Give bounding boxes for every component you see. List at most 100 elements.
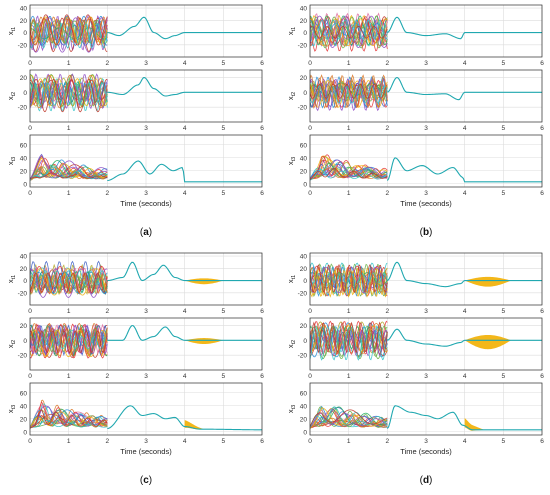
y-axis-label: xt1 — [6, 275, 17, 283]
converged-line — [386, 157, 542, 183]
series-line — [310, 74, 388, 109]
series-line — [310, 325, 388, 361]
series-group — [30, 153, 262, 183]
x-tick-label: 4 — [183, 190, 187, 197]
series-group — [30, 322, 262, 359]
x-tick-label: 1 — [347, 190, 351, 197]
x-tick-label: 2 — [106, 308, 110, 315]
x-tick-label: 4 — [463, 308, 467, 315]
series-line — [310, 417, 388, 429]
y-tick-label: 60 — [20, 142, 28, 149]
y-tick-label: 20 — [300, 18, 308, 25]
x-tick-label: 1 — [67, 60, 71, 67]
y-tick-label: 20 — [300, 323, 308, 330]
y-tick-label: 20 — [300, 266, 308, 273]
spread-band — [184, 338, 224, 344]
x-tick-label: 6 — [540, 190, 544, 197]
y-tick-label: 20 — [300, 168, 308, 175]
x-tick-label: 0 — [28, 190, 32, 197]
series-line — [310, 325, 388, 357]
axes-frame — [309, 382, 543, 436]
x-tick-label: 3 — [424, 438, 428, 445]
x-axis-label: Time (seconds) — [400, 447, 452, 456]
x-tick-label: 0 — [28, 60, 32, 67]
y-tick-label: 0 — [23, 429, 27, 436]
x-tick-label: 0 — [308, 373, 312, 380]
y-tick-label: 40 — [20, 403, 28, 410]
x-tick-label: 6 — [540, 438, 544, 445]
x-tick-label: 1 — [67, 438, 71, 445]
panel-caption: (c) — [140, 475, 152, 486]
x-tick-label: 0 — [28, 308, 32, 315]
x-tick-label: 3 — [424, 373, 428, 380]
x-tick-label: 6 — [260, 308, 264, 315]
subplot-t2: -20 0 20 0 1 2 3 4 5 6 xt2 — [6, 317, 264, 380]
series-line — [30, 270, 108, 286]
axes-frame — [29, 69, 263, 123]
y-tick-label: 40 — [300, 403, 308, 410]
x-tick-label: 2 — [106, 125, 110, 132]
series-line — [310, 18, 388, 43]
series-line — [310, 19, 388, 40]
x-tick-label: 2 — [386, 125, 390, 132]
y-axis-label: xt1 — [286, 275, 297, 283]
x-tick-label: 2 — [106, 373, 110, 380]
x-tick-label: 5 — [222, 125, 226, 132]
x-tick-label: 4 — [463, 438, 467, 445]
x-tick-label: 3 — [144, 190, 148, 197]
converged-line — [387, 261, 542, 288]
x-tick-label: 3 — [424, 60, 428, 67]
y-tick-label: -20 — [18, 290, 28, 297]
x-tick-label: 5 — [502, 438, 506, 445]
series-line — [310, 162, 388, 180]
y-axis-label: xt2 — [6, 340, 17, 348]
y-tick-label: 20 — [20, 266, 28, 273]
y-tick-label: -20 — [18, 353, 28, 360]
series-line — [30, 415, 108, 429]
subplot-t1: -20 0 20 40 0 1 2 3 4 5 6 xt1 — [286, 252, 544, 315]
axes-frame — [29, 4, 263, 58]
series-line — [30, 18, 108, 41]
x-tick-label: 2 — [386, 60, 390, 67]
spread-band — [184, 278, 224, 285]
subplot-t1: -20 0 20 40 0 1 2 3 4 5 6 xt1 — [6, 4, 264, 67]
series-group — [30, 399, 262, 431]
x-tick-label: 6 — [260, 190, 264, 197]
series-group — [30, 260, 262, 298]
x-tick-label: 5 — [222, 438, 226, 445]
y-tick-label: 20 — [20, 323, 28, 330]
x-tick-label: 6 — [540, 60, 544, 67]
x-tick-label: 1 — [347, 125, 351, 132]
series-line — [30, 19, 108, 44]
x-tick-label: 3 — [144, 373, 148, 380]
x-tick-label: 2 — [106, 190, 110, 197]
series-line — [30, 322, 108, 355]
y-tick-label: 20 — [20, 18, 28, 25]
axes-frame — [29, 134, 263, 188]
x-axis-label: Time (seconds) — [400, 199, 452, 208]
y-tick-label: 0 — [23, 278, 27, 285]
y-tick-label: 0 — [303, 181, 307, 188]
x-tick-label: 6 — [260, 438, 264, 445]
x-tick-label: 1 — [67, 125, 71, 132]
series-line — [310, 85, 388, 104]
y-tick-label: 40 — [20, 6, 28, 13]
x-tick-label: 0 — [28, 125, 32, 132]
y-tick-label: 0 — [23, 90, 27, 97]
x-tick-label: 4 — [183, 60, 187, 67]
x-axis-label: Time (seconds) — [120, 447, 172, 456]
series-line — [310, 409, 388, 427]
y-axis-label: xt2 — [6, 92, 17, 100]
y-tick-label: -20 — [298, 42, 308, 49]
y-tick-label: 20 — [300, 416, 308, 423]
x-tick-label: 6 — [260, 373, 264, 380]
series-line — [30, 78, 108, 107]
series-line — [310, 407, 388, 429]
converged-line — [107, 160, 262, 183]
y-tick-label: 40 — [20, 155, 28, 162]
series-line — [310, 168, 388, 180]
subplot-t1: -20 0 20 40 0 1 2 3 4 5 6 xt1 — [286, 4, 544, 67]
spread-band — [464, 334, 512, 350]
